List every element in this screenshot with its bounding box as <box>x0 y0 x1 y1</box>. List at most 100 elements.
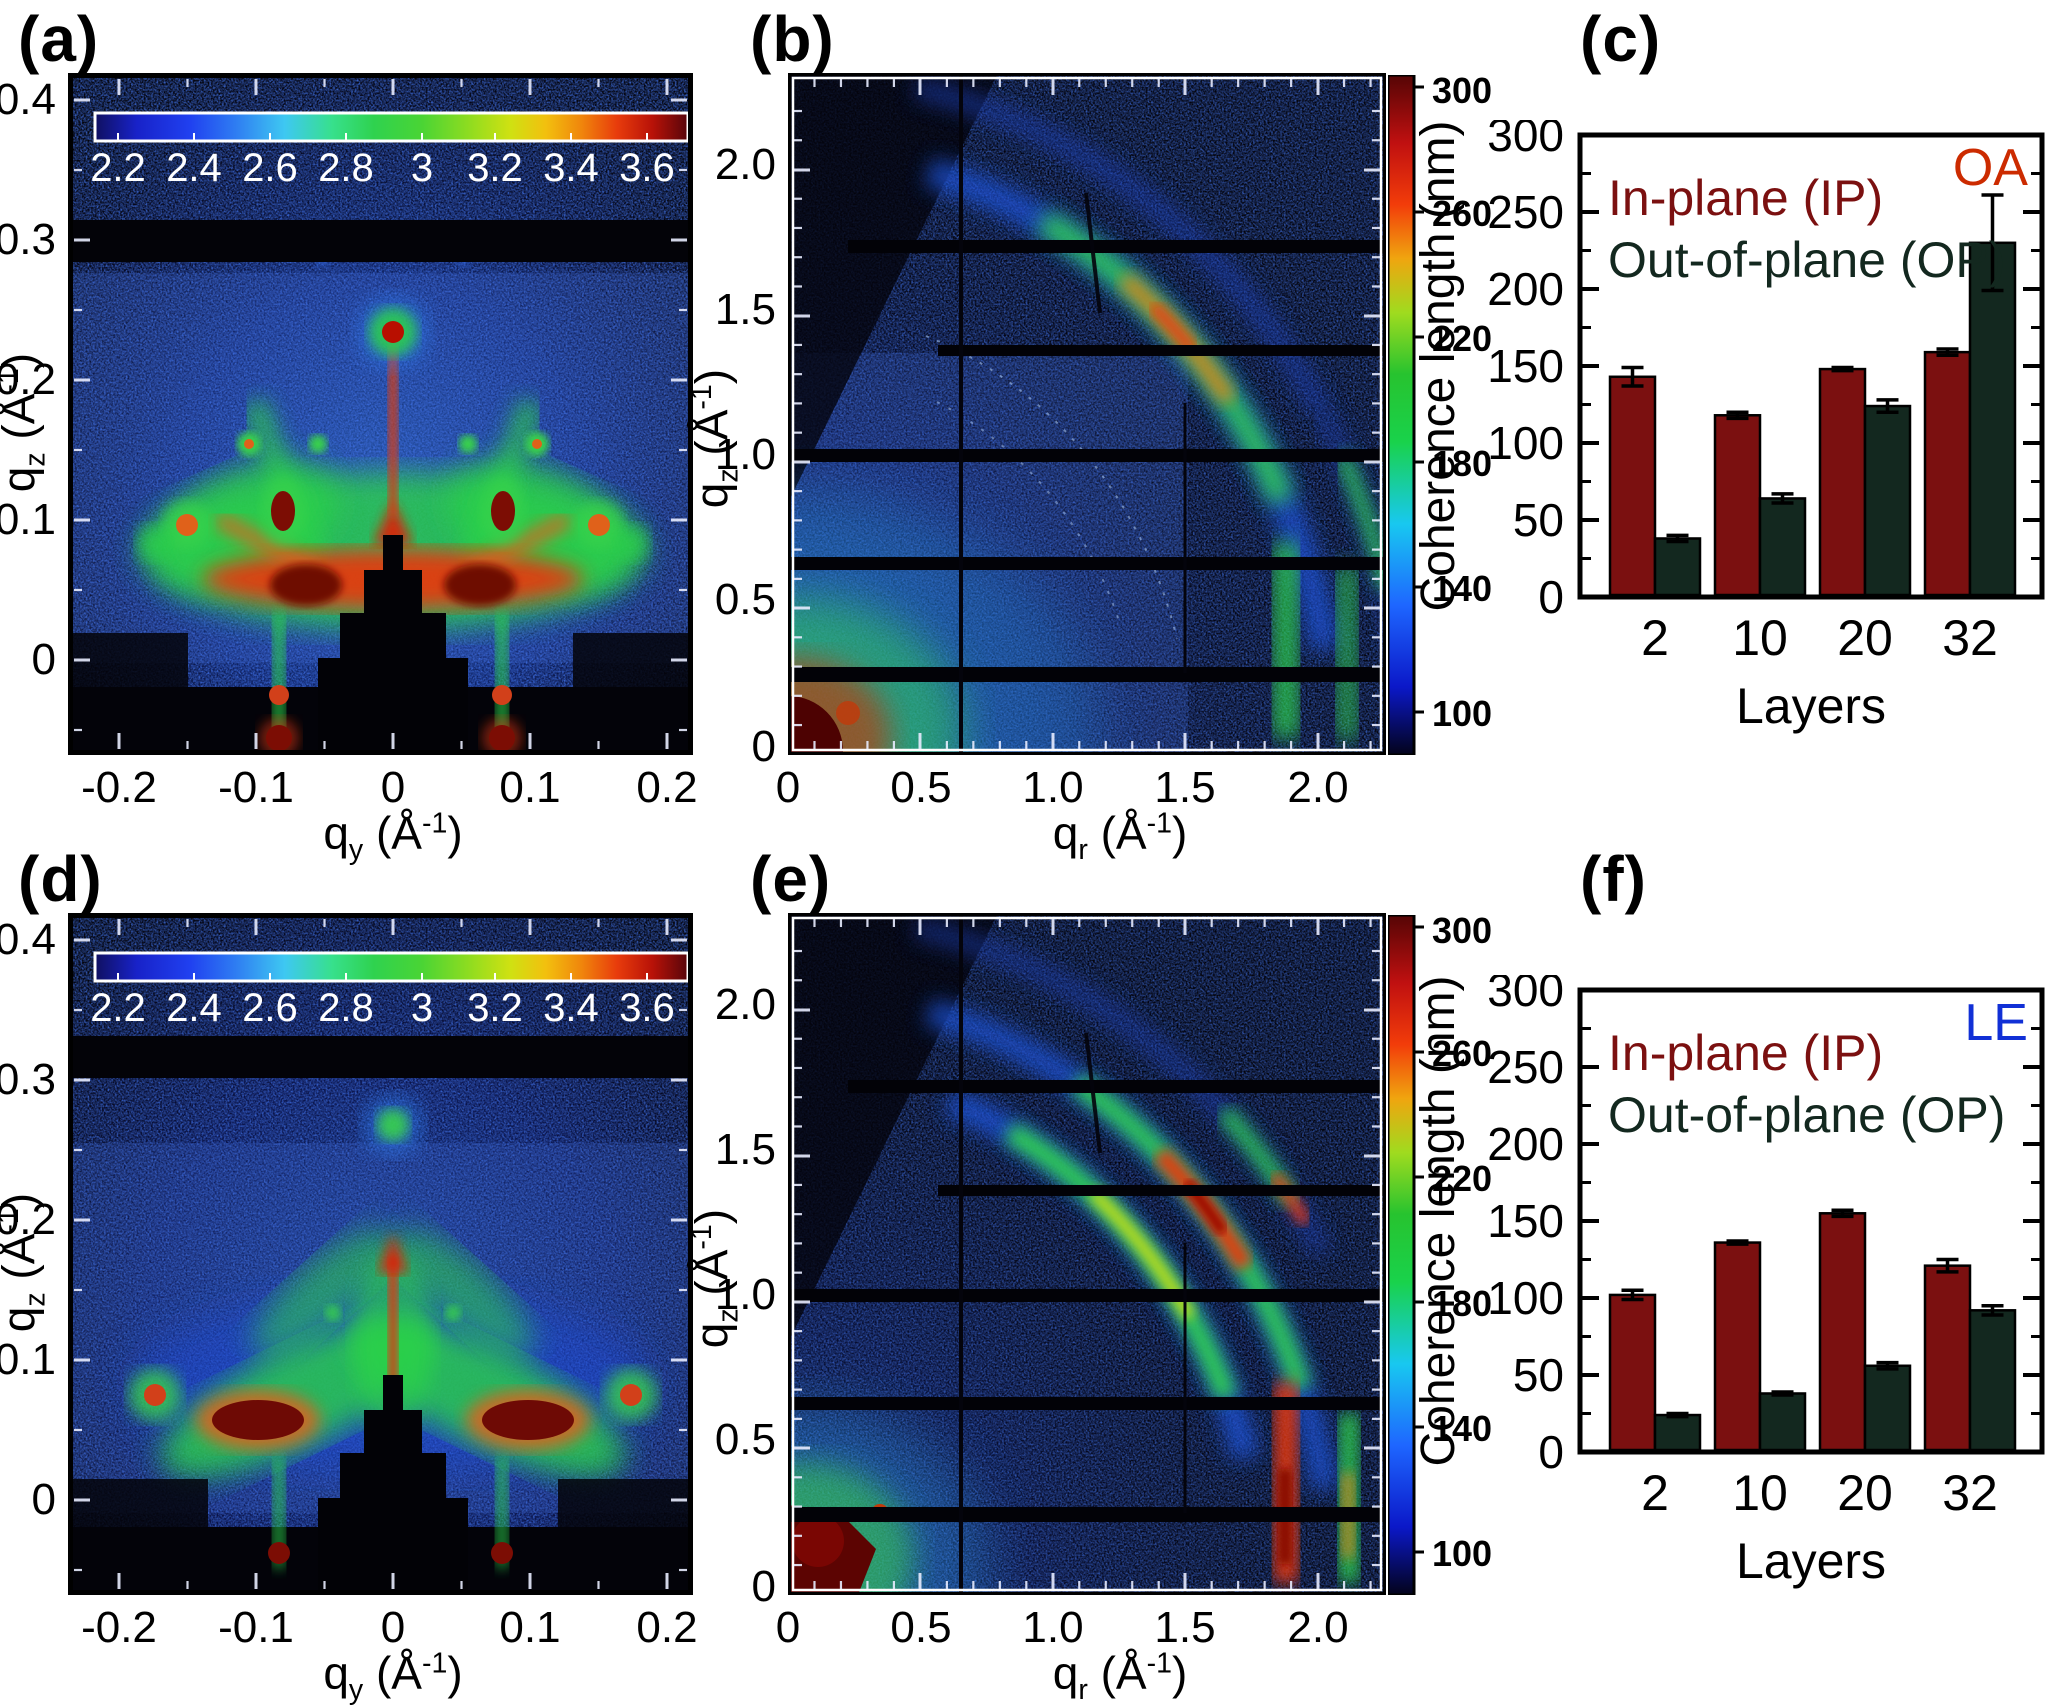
y-tick-label: 300 <box>1487 120 1564 161</box>
tick-label: 1.5 <box>714 1125 776 1174</box>
tick-label: 1.0 <box>714 1270 776 1319</box>
x-category-label: 2 <box>1641 610 1669 666</box>
tick-label: 0 <box>31 1475 56 1524</box>
bar-ip-32 <box>1923 1264 1972 1452</box>
tick-label: 3.6 <box>619 986 675 1030</box>
tick-label: 1.5 <box>714 285 776 334</box>
tick-label: 0 <box>380 1603 406 1652</box>
bar-ip-32 <box>1923 350 1972 597</box>
x-axis-ticks-a: -0.2 -0.1 0 0.1 0.2 <box>68 762 698 814</box>
y-tick-label: 0 <box>1538 571 1564 623</box>
tick-label: 3.6 <box>619 146 675 190</box>
y-tick-label: 200 <box>1487 1118 1564 1170</box>
tick-label: 180 <box>1432 1283 1493 1324</box>
panel-label-a: (a) <box>18 3 100 75</box>
tick-label: 180 <box>1432 443 1493 484</box>
tick-label: 300 <box>1432 70 1493 111</box>
bar-op-2 <box>1653 1413 1702 1452</box>
bar-ip-20 <box>1818 367 1867 597</box>
x-category-label: 10 <box>1732 1465 1788 1521</box>
panel-label-c: (c) <box>1580 3 1662 75</box>
beamstop-shadow <box>318 535 468 755</box>
tick-label: 0.3 <box>0 215 56 264</box>
tick-label: 1.0 <box>1022 1603 1084 1652</box>
tick-label: 0 <box>751 1562 776 1611</box>
tick-label: 1.0 <box>1022 763 1084 812</box>
tick-label: 1.0 <box>714 430 776 479</box>
tick-label: -0.1 <box>218 763 294 812</box>
bar-ip-10 <box>1713 414 1762 597</box>
tick-label: 2.4 <box>166 146 222 190</box>
y-tick-label: 250 <box>1487 186 1564 238</box>
tick-label: 0.3 <box>0 1055 56 1104</box>
colorbar-ticks-a: 2.2 2.4 2.6 2.8 3 3.2 3.4 3.6 <box>68 146 693 192</box>
tick-label: 260 <box>1432 1033 1493 1074</box>
y-tick-label: 250 <box>1487 1041 1564 1093</box>
x-axis-ticks-e: 0 0.5 1.0 1.5 2.0 <box>776 1602 1386 1654</box>
legend-ip: In-plane (IP) <box>1608 170 1883 226</box>
colorbar-b <box>1388 75 1424 755</box>
bar-op-32 <box>1968 1309 2017 1452</box>
tick-label: 0 <box>380 763 406 812</box>
x-axis-title: Layers <box>1736 1533 1886 1589</box>
tick-label: 140 <box>1432 568 1493 609</box>
bar-ip-2 <box>1608 375 1657 597</box>
giwaxs-heatmap-e <box>788 913 1386 1595</box>
x-category-label: 2 <box>1641 1465 1669 1521</box>
x-axis-ticks-b: 0 0.5 1.0 1.5 2.0 <box>776 762 1386 814</box>
giwaxs-heatmap-a <box>68 73 693 755</box>
y-axis-ticks-a: 0.4 0.3 0.2 0.1 0 <box>0 73 62 755</box>
bar-op-10 <box>1758 497 1807 597</box>
x-axis-label-a: qy (Å-1) <box>323 807 463 867</box>
x-category-label: 20 <box>1837 1465 1893 1521</box>
tick-label: 2.6 <box>242 146 298 190</box>
detector-gap-bands <box>788 1080 1386 1522</box>
tick-label: 0 <box>775 1603 801 1652</box>
tick-label: 3.4 <box>543 986 599 1030</box>
x-axis-title: Layers <box>1736 678 1886 734</box>
colorbar-ticks-b: 300 260 220 180 140 100 <box>1432 71 1522 755</box>
tick-label: 260 <box>1432 193 1493 234</box>
tick-label: 0 <box>775 763 801 812</box>
tick-label: 2.0 <box>1287 1603 1349 1652</box>
bar-ip-10 <box>1713 1241 1762 1452</box>
tick-label: 2.0 <box>1287 763 1349 812</box>
tick-label: 0.1 <box>499 763 561 812</box>
y-axis-title: Coherence length (nm) <box>1412 121 1465 612</box>
y-axis-label-d: qz (Å-1) <box>0 1193 52 1332</box>
tick-label: 0 <box>31 635 56 684</box>
bar-op-20 <box>1863 404 1912 597</box>
tick-label: 2.0 <box>714 980 776 1029</box>
tick-label: 2.8 <box>318 146 374 190</box>
y-tick-label: 100 <box>1487 1272 1564 1324</box>
tick-label: 3 <box>410 146 434 190</box>
colorbar-ticks-d: 2.2 2.4 2.6 2.8 3 3.2 3.4 3.6 <box>68 986 693 1032</box>
y-axis-ticks-e: 2.0 1.5 1.0 0.5 0 <box>698 913 782 1611</box>
y-tick-label: 150 <box>1487 340 1564 392</box>
tick-label: 3.2 <box>467 986 523 1030</box>
bar-chart-oa: 0 50 100 150 200 250 300 2 10 20 32 Layers Coherence… <box>1412 120 2045 734</box>
legend-ip: In-plane (IP) <box>1608 1025 1883 1081</box>
inset-colorbar-d <box>93 951 690 983</box>
tick-label: 2.0 <box>714 140 776 189</box>
bar-op-32 <box>1968 241 2017 597</box>
bar-ip-2 <box>1608 1293 1657 1452</box>
x-category-label: 32 <box>1942 1465 1998 1521</box>
bar-op-2 <box>1653 537 1702 597</box>
x-axis-label-b: qr (Å-1) <box>1052 807 1188 867</box>
tick-label: 0.2 <box>0 355 56 404</box>
tick-label: 0.2 <box>0 1195 56 1244</box>
tick-label: 140 <box>1432 1408 1493 1449</box>
panel-label-e: (e) <box>750 843 832 915</box>
detector-gap-band <box>68 1036 693 1078</box>
tick-label: 2.2 <box>90 146 146 190</box>
y-tick-label: 300 <box>1487 975 1564 1016</box>
x-category-label: 10 <box>1732 610 1788 666</box>
tick-label: 0.5 <box>714 575 776 624</box>
tick-label: -0.2 <box>81 763 157 812</box>
panel-label-d: (d) <box>18 843 103 915</box>
tick-label: 0.1 <box>499 1603 561 1652</box>
tick-label: 100 <box>1432 1533 1493 1574</box>
tick-label: 220 <box>1432 318 1493 359</box>
